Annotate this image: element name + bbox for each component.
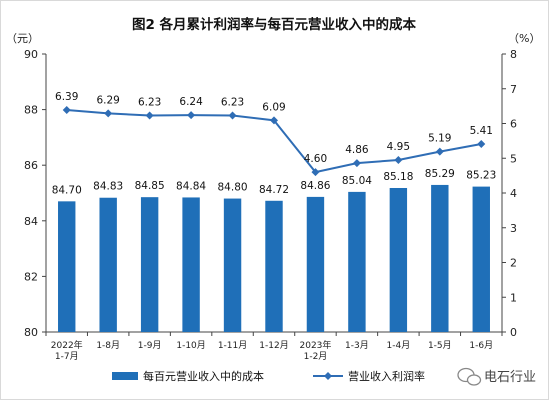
bar-data-label: 85.23	[466, 170, 496, 182]
line-data-label: 5.19	[428, 133, 451, 145]
right-tick-label: 2	[510, 257, 517, 270]
legend-bar-swatch	[112, 372, 138, 380]
legend-bar-label: 每百元营业收入中的成本	[143, 369, 264, 383]
bar-data-label: 84.85	[135, 180, 165, 192]
bar	[472, 186, 490, 332]
left-tick-label: 90	[24, 48, 38, 61]
line-data-label: 4.86	[345, 144, 369, 156]
bar-data-label: 84.80	[218, 182, 248, 194]
left-tick-label: 86	[24, 159, 38, 172]
chart-title: 图2 各月累计利润率与每百元营业收入中的成本	[132, 16, 417, 33]
x-tick-label: 1-2月	[304, 351, 328, 362]
line-point	[311, 168, 320, 177]
line-data-label: 6.39	[55, 91, 78, 103]
bar-data-label: 84.84	[176, 180, 206, 192]
watermark: 电石行业	[457, 367, 536, 386]
left-tick-label: 88	[24, 104, 38, 117]
x-tick-label: 1-10月	[176, 340, 205, 351]
bar	[306, 196, 325, 332]
legend-line-marker	[324, 372, 332, 380]
bar	[348, 191, 366, 332]
line-data-label: 6.24	[179, 96, 203, 108]
line-labels: 6.39 6.29 6.23 6.24 6.23 6.09 4.60 4.86 4.95 5.19…	[55, 91, 493, 165]
bar	[265, 200, 283, 332]
line-data-label: 6.23	[138, 97, 161, 109]
bar-data-label: 84.83	[93, 181, 123, 193]
legend: 每百元营业收入中的成本 营业收入利润率	[112, 369, 425, 383]
line-data-label: 5.41	[470, 125, 493, 137]
bar-data-label: 85.29	[425, 168, 455, 180]
line-data-label: 4.95	[387, 141, 410, 153]
x-tick-label: 1-12月	[259, 340, 288, 351]
bar	[182, 197, 200, 332]
x-tick-label: 1-6月	[469, 340, 493, 351]
right-tick-label: 3	[510, 222, 517, 235]
bar	[389, 187, 408, 332]
watermark-text: 电石行业	[484, 370, 536, 385]
x-tick-label: 1-4月	[387, 340, 411, 351]
bar	[99, 197, 117, 332]
line-point	[145, 111, 154, 120]
line-series	[62, 105, 486, 177]
x-tick-label: 2023年	[300, 339, 332, 351]
right-tick-label: 6	[510, 118, 517, 131]
line-data-label: 4.60	[304, 153, 327, 165]
right-tick-label: 7	[510, 83, 517, 96]
line-point	[477, 140, 486, 149]
bar-series	[58, 184, 490, 332]
right-tick-label: 0	[510, 326, 517, 339]
line-data-label: 6.23	[221, 97, 244, 109]
bar	[431, 184, 449, 332]
bar-data-label: 84.72	[259, 184, 289, 196]
line-point	[270, 116, 278, 125]
right-tick-label: 1	[510, 291, 517, 304]
x-tick-label: 1-9月	[138, 340, 162, 351]
axes: 80 82 84 86 88 90 0 1 2 3 4 5 6 7 8	[24, 48, 517, 339]
legend-line-label: 营业收入利润率	[348, 369, 425, 383]
left-tick-label: 80	[24, 326, 38, 339]
x-tick-label: 1-3月	[345, 340, 369, 351]
bar-data-label: 84.86	[300, 180, 330, 192]
left-axis-unit: （元）	[6, 32, 39, 45]
wechat-icon	[457, 367, 482, 386]
line-point	[435, 147, 444, 156]
line-point	[187, 111, 196, 120]
x-tick-label: 1-7月	[55, 351, 79, 362]
x-tick-label: 1-11月	[218, 340, 247, 351]
right-tick-label: 4	[510, 187, 517, 200]
bar	[58, 201, 76, 332]
x-tick-label: 1-5月	[428, 340, 452, 351]
bar	[140, 197, 159, 332]
left-tick-label: 82	[24, 270, 38, 283]
bar-data-label: 84.70	[52, 184, 82, 196]
line-point	[62, 105, 71, 114]
line-point	[104, 109, 113, 118]
line-point	[394, 155, 403, 164]
line-point	[228, 111, 237, 120]
bar-data-label: 85.04	[342, 175, 372, 187]
right-tick-label: 5	[510, 152, 517, 165]
bar	[223, 198, 242, 332]
left-tick-label: 84	[24, 215, 38, 228]
x-tick-label: 2022年	[51, 339, 83, 351]
line-data-label: 6.29	[96, 94, 119, 106]
bar-data-label: 85.18	[383, 171, 413, 183]
right-axis-unit: （%）	[508, 32, 540, 45]
x-tick-label: 1-8月	[96, 340, 120, 351]
line-point	[352, 159, 361, 168]
bar-labels: 84.70 84.83 84.85 84.84 84.80 84.72 84.86 85.04…	[52, 168, 497, 196]
line-data-label: 6.09	[262, 101, 285, 113]
right-tick-label: 8	[510, 48, 517, 61]
